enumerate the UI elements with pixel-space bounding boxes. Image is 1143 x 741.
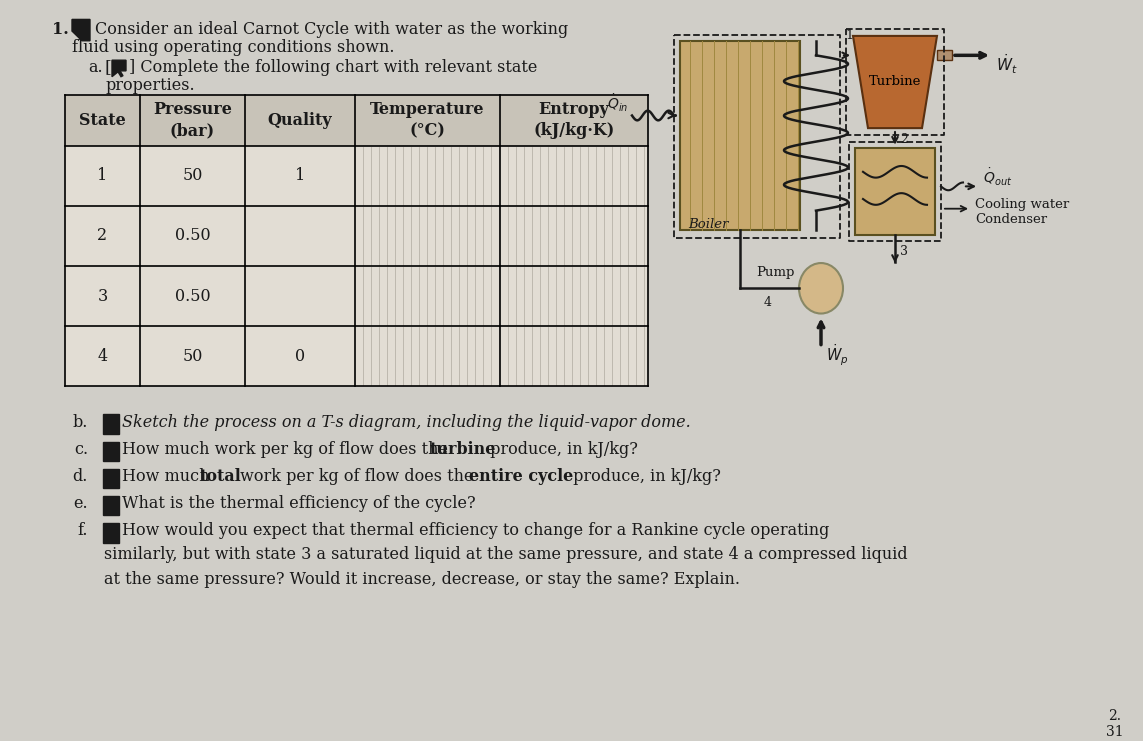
Text: entire cycle: entire cycle: [469, 468, 574, 485]
Text: 50: 50: [183, 348, 202, 365]
Text: a.: a.: [88, 59, 103, 76]
Text: 3: 3: [900, 245, 908, 258]
Text: How much: How much: [122, 468, 215, 485]
Bar: [103, 414, 119, 434]
Polygon shape: [112, 60, 126, 76]
Text: d.: d.: [73, 468, 88, 485]
Bar: [245, 326, 355, 386]
Text: Consider an ideal Carnot Cycle with water as the working: Consider an ideal Carnot Cycle with wate…: [95, 21, 568, 39]
Text: Condenser: Condenser: [975, 213, 1047, 226]
Text: ] Complete the following chart with relevant state: ] Complete the following chart with rele…: [129, 59, 537, 76]
Text: $\dot{W}_t$: $\dot{W}_t$: [996, 53, 1017, 76]
Text: Boiler: Boiler: [688, 219, 728, 231]
Bar: [355, 206, 499, 266]
Bar: [65, 326, 139, 386]
Text: e.: e.: [73, 495, 88, 512]
Polygon shape: [72, 19, 90, 41]
Text: 0.50: 0.50: [175, 227, 210, 245]
Text: $\dot{W}_p$: $\dot{W}_p$: [826, 342, 848, 368]
Text: Sketch the process on a T-s diagram, including the liquid-vapor dome.: Sketch the process on a T-s diagram, inc…: [122, 413, 690, 431]
Bar: [855, 147, 935, 235]
Text: $\dot{Q}_{out}$: $\dot{Q}_{out}$: [983, 167, 1013, 188]
Bar: [355, 95, 499, 145]
Text: [: [: [105, 59, 112, 76]
Text: 3: 3: [97, 288, 107, 305]
Text: Turbine: Turbine: [869, 75, 921, 88]
Text: Quality: Quality: [267, 112, 333, 129]
Text: 50: 50: [183, 167, 202, 185]
Bar: [355, 326, 499, 386]
Bar: [65, 95, 139, 145]
Text: properties.: properties.: [105, 76, 194, 93]
Bar: [139, 206, 245, 266]
Bar: [499, 326, 648, 386]
Text: 2.
31: 2. 31: [1106, 708, 1124, 739]
Text: fluid using operating conditions shown.: fluid using operating conditions shown.: [72, 39, 394, 56]
Bar: [103, 496, 119, 516]
Text: c.: c.: [74, 441, 88, 458]
Text: 1: 1: [845, 29, 853, 41]
Bar: [355, 145, 499, 206]
Polygon shape: [853, 36, 937, 128]
Text: 2: 2: [900, 133, 908, 146]
Bar: [355, 266, 499, 326]
Text: Pressure
(bar): Pressure (bar): [153, 102, 232, 139]
Bar: [103, 469, 119, 488]
Bar: [65, 145, 139, 206]
Bar: [680, 41, 800, 230]
Text: 1: 1: [295, 167, 305, 185]
Bar: [245, 145, 355, 206]
Bar: [139, 266, 245, 326]
Bar: [499, 206, 648, 266]
Bar: [499, 266, 648, 326]
Text: Pump: Pump: [757, 265, 796, 279]
Bar: [103, 442, 119, 461]
Bar: [937, 50, 952, 60]
Text: 1.: 1.: [51, 21, 69, 39]
Bar: [499, 95, 648, 145]
Text: 4: 4: [97, 348, 107, 365]
Text: produce, in kJ/kg?: produce, in kJ/kg?: [485, 441, 638, 458]
Text: b.: b.: [73, 413, 88, 431]
Text: State: State: [79, 112, 126, 129]
Text: 4: 4: [764, 296, 772, 309]
Bar: [245, 95, 355, 145]
Bar: [103, 523, 119, 542]
Bar: [139, 145, 245, 206]
Text: Entropy
(kJ/kg·K): Entropy (kJ/kg·K): [534, 102, 615, 139]
Bar: [139, 326, 245, 386]
Bar: [139, 95, 245, 145]
Ellipse shape: [799, 263, 844, 313]
Bar: [245, 266, 355, 326]
Bar: [245, 206, 355, 266]
Text: 2: 2: [97, 227, 107, 245]
Text: produce, in kJ/kg?: produce, in kJ/kg?: [568, 468, 721, 485]
Text: similarly, but with state 3 a saturated liquid at the same pressure, and state 4: similarly, but with state 3 a saturated …: [104, 547, 908, 563]
Text: $\dot{Q}_{in}$: $\dot{Q}_{in}$: [607, 93, 628, 113]
Text: 0.50: 0.50: [175, 288, 210, 305]
Text: total: total: [200, 468, 242, 485]
Text: 0: 0: [295, 348, 305, 365]
Bar: [65, 266, 139, 326]
Text: 1: 1: [97, 167, 107, 185]
Text: f.: f.: [78, 522, 88, 539]
Bar: [499, 145, 648, 206]
Text: work per kg of flow does the: work per kg of flow does the: [235, 468, 479, 485]
Text: turbine: turbine: [430, 441, 496, 458]
Text: How would you expect that thermal efficiency to change for a Rankine cycle opera: How would you expect that thermal effici…: [122, 522, 830, 539]
Bar: [65, 206, 139, 266]
Text: Temperature
(°C): Temperature (°C): [370, 102, 485, 139]
Text: at the same pressure? Would it increase, decrease, or stay the same? Explain.: at the same pressure? Would it increase,…: [104, 571, 740, 588]
Text: Cooling water: Cooling water: [975, 198, 1069, 210]
Text: What is the thermal efficiency of the cycle?: What is the thermal efficiency of the cy…: [122, 495, 475, 512]
Text: How much work per kg of flow does the: How much work per kg of flow does the: [122, 441, 453, 458]
